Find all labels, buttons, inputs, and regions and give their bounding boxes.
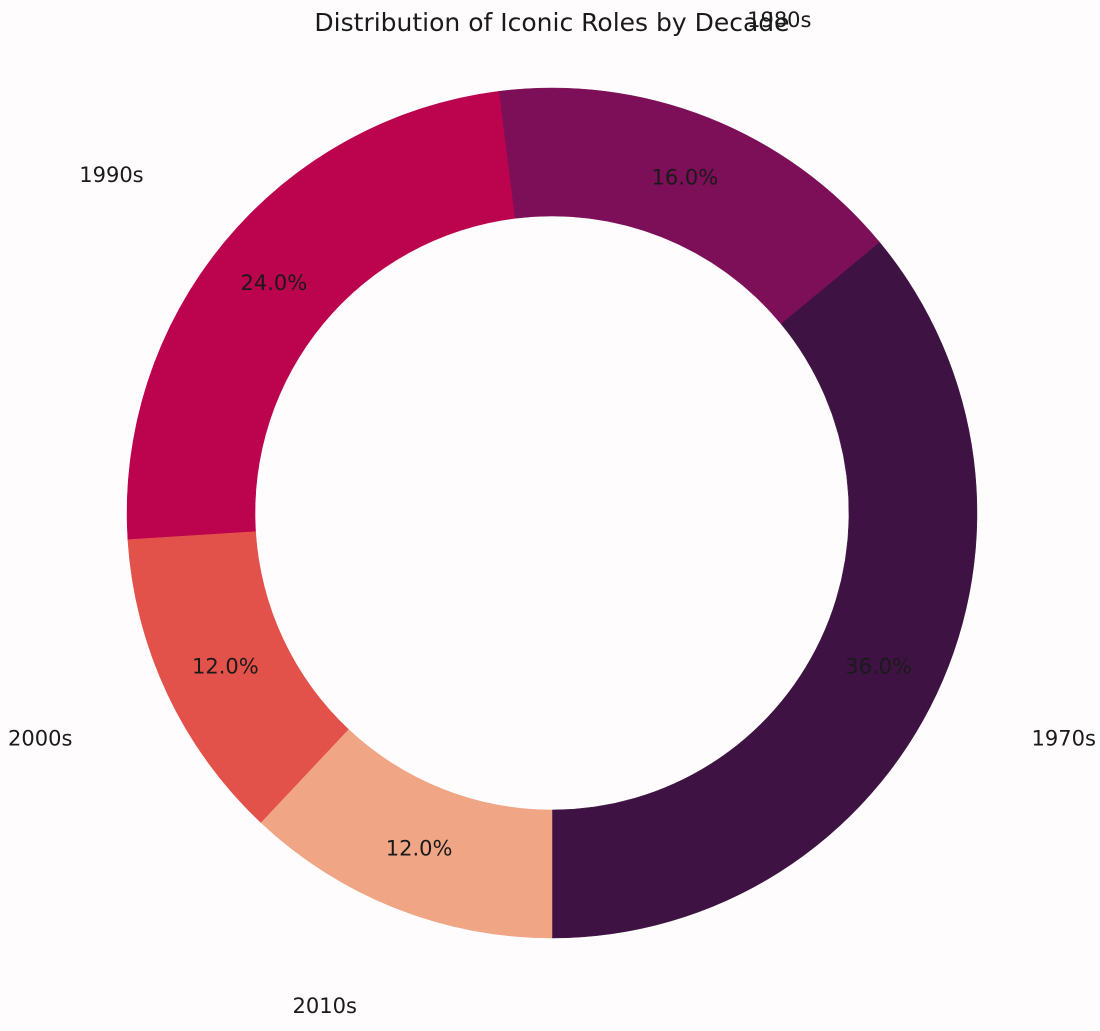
- slice-label-2000s: 2000s: [8, 727, 72, 751]
- slice-label-1970s: 1970s: [1032, 727, 1096, 751]
- slice-label-1990s: 1990s: [79, 163, 143, 187]
- slice-1970s: [551, 241, 978, 939]
- slice-1980s: [498, 87, 880, 325]
- percent-label-1980s: 16.0%: [652, 165, 719, 189]
- percent-label-1970s: 36.0%: [845, 655, 912, 679]
- percent-label-2010s: 12.0%: [386, 837, 453, 861]
- percent-labels: 36.0% 16.0% 24.0% 12.0% 12.0%: [192, 165, 912, 860]
- slice-2010s: [260, 729, 553, 939]
- donut-slices: [126, 87, 978, 939]
- slice-label-1980s: 1980s: [747, 8, 811, 32]
- slice-labels: 1970s 1980s 1990s 2000s 2010s: [8, 8, 1096, 1018]
- slice-label-2010s: 2010s: [293, 994, 357, 1018]
- chart-title: Distribution of Iconic Roles by Decade: [314, 8, 789, 37]
- slice-1990s: [126, 91, 516, 540]
- percent-label-2000s: 12.0%: [192, 655, 259, 679]
- percent-label-1990s: 24.0%: [240, 271, 307, 295]
